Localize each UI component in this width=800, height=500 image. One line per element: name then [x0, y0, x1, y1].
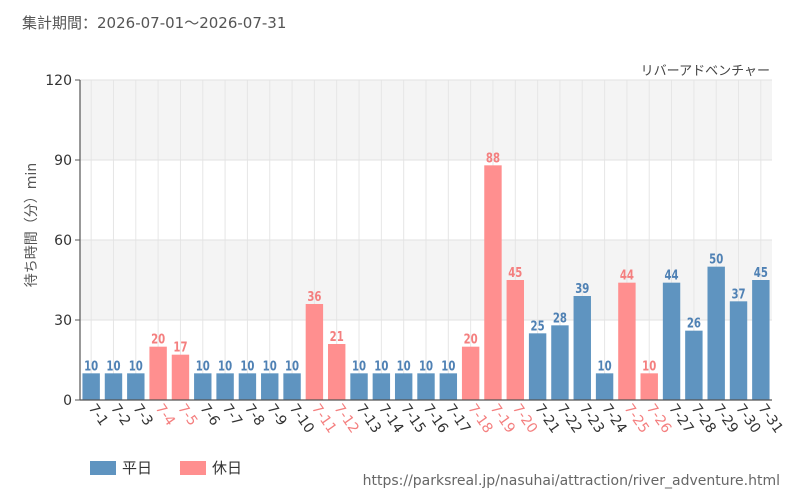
x-tick-label: 7-31 [755, 401, 786, 436]
bar [506, 280, 524, 400]
bar [394, 373, 413, 400]
data-label: 10 [441, 358, 455, 374]
bar [685, 330, 703, 400]
legend: 平日 休日 [90, 457, 270, 478]
bar [171, 354, 190, 400]
data-label: 21 [330, 329, 344, 345]
bar [640, 373, 658, 400]
data-label: 25 [531, 318, 545, 334]
bars [82, 165, 770, 400]
legend-item-holiday: 休日 [180, 457, 242, 478]
x-tick-label: 7-6 [196, 401, 222, 429]
bar [350, 373, 368, 400]
legend-label-weekday: 平日 [122, 459, 153, 477]
data-label: 88 [486, 150, 500, 166]
bar [662, 282, 681, 400]
period-label: 集計期間： [22, 14, 98, 32]
data-label: 10 [598, 358, 612, 374]
value-labels: 10 10 10 20 17 10 10 10 10 10 36 21 10 10 10 10 10 20 88 45… [84, 150, 768, 374]
data-label: 20 [464, 331, 478, 347]
data-label: 45 [508, 265, 522, 281]
legend-item-weekday: 平日 [90, 457, 152, 478]
legend-label-holiday: 休日 [212, 459, 243, 477]
data-label: 10 [285, 358, 299, 374]
data-label: 10 [642, 358, 656, 374]
y-tick-label: 120 [45, 73, 72, 89]
bar [216, 373, 234, 400]
y-tick-labels: 0 30 60 90 120 [45, 73, 80, 409]
bar [461, 346, 480, 400]
x-tick-label: 7-4 [152, 401, 178, 429]
x-tick-label: 7-2 [107, 401, 133, 429]
bar [417, 373, 435, 400]
bar [707, 266, 725, 400]
data-label: 10 [240, 358, 254, 374]
bar [618, 282, 636, 400]
chart-title: リバーアドベンチャー [641, 64, 770, 79]
x-tick-label: 7-8 [241, 401, 267, 429]
y-axis-label: 待ち時間（分）min [24, 163, 40, 287]
bar [439, 373, 458, 400]
data-label: 10 [419, 358, 433, 374]
data-label: 10 [196, 358, 210, 374]
bar [261, 373, 279, 400]
y-tick-label: 60 [54, 233, 72, 249]
data-label: 50 [709, 251, 723, 267]
bar [149, 346, 167, 400]
source-url[interactable]: https://parksreal.jp/nasuhai/attraction/… [362, 473, 780, 489]
data-label: 10 [263, 358, 277, 374]
data-label: 10 [106, 358, 120, 374]
period-text: 集計期間：2026-07-01〜2026-07-31 [22, 12, 286, 33]
bar [528, 333, 547, 400]
data-label: 20 [151, 331, 165, 347]
legend-swatch-holiday [180, 460, 207, 475]
bar [729, 301, 748, 400]
data-label: 39 [575, 281, 589, 297]
data-label: 10 [374, 358, 388, 374]
bar [238, 373, 257, 400]
x-tick-labels: 7-17-27-37-47-57-67-77-87-97-107-117-127… [85, 401, 786, 436]
x-tick-label: 7-1 [85, 401, 111, 429]
data-label: 10 [129, 358, 143, 374]
bar [484, 165, 502, 400]
y-tick-label: 30 [54, 313, 72, 329]
bar [551, 325, 569, 400]
x-tick-label: 7-7 [219, 401, 245, 429]
bar [104, 373, 123, 400]
x-tick-label: 7-5 [174, 401, 200, 429]
x-tick-label: 7-3 [130, 401, 156, 429]
bar [372, 373, 391, 400]
bar [194, 373, 212, 400]
bar [752, 280, 770, 400]
bar [328, 344, 346, 400]
data-label: 26 [687, 315, 701, 331]
period-range: 2026-07-01〜2026-07-31 [97, 14, 287, 32]
data-label: 45 [754, 265, 768, 281]
bar [127, 373, 145, 400]
data-label: 10 [352, 358, 366, 374]
data-label: 37 [731, 286, 745, 302]
data-label: 28 [553, 310, 567, 326]
data-label: 10 [397, 358, 411, 374]
data-label: 44 [620, 267, 634, 283]
data-label: 36 [307, 289, 321, 305]
data-label: 10 [218, 358, 232, 374]
y-tick-label: 0 [63, 393, 72, 409]
bar [573, 296, 591, 400]
data-label: 44 [665, 267, 679, 283]
y-tick-label: 90 [54, 153, 72, 169]
bar [305, 304, 324, 400]
bar [283, 373, 301, 400]
bar [82, 373, 100, 400]
legend-swatch-weekday [90, 460, 116, 475]
bar [595, 373, 614, 400]
data-label: 10 [84, 358, 98, 374]
data-label: 17 [173, 339, 187, 355]
x-tick-label: 7-9 [263, 401, 289, 429]
